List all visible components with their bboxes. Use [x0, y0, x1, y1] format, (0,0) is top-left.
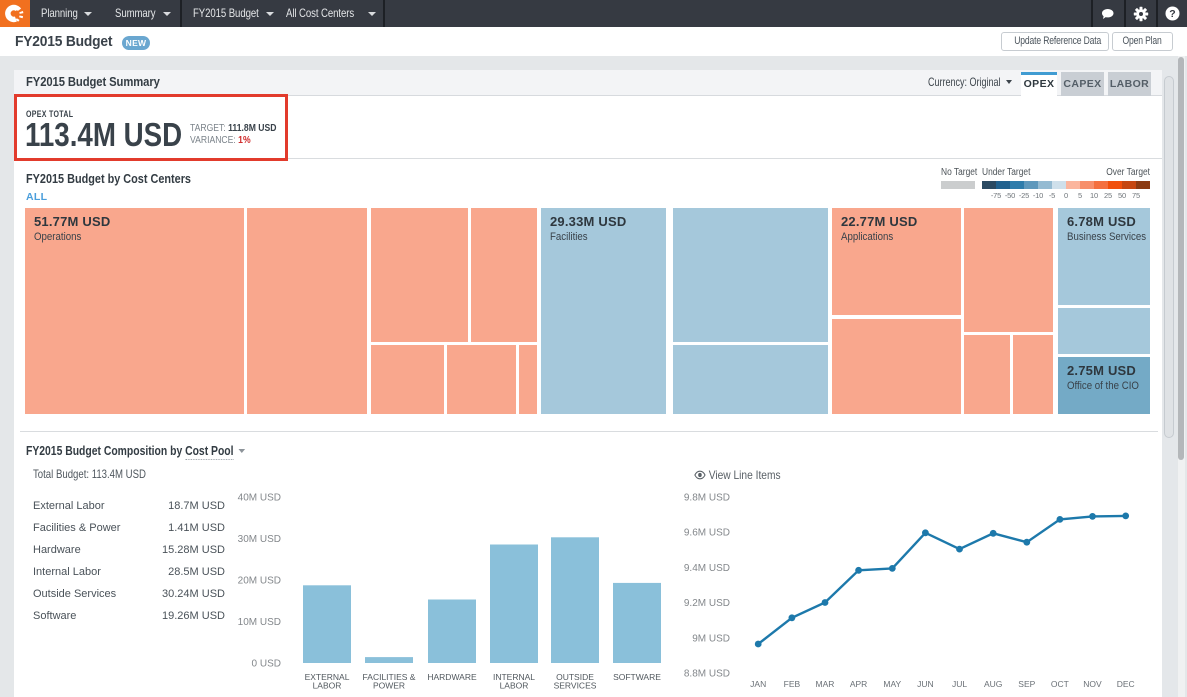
svg-text:20M USD: 20M USD	[238, 576, 281, 587]
svg-text:FACILITIES &: FACILITIES &	[363, 672, 416, 682]
svg-text:10M USD: 10M USD	[238, 617, 281, 628]
svg-text:9M USD: 9M USD	[692, 633, 730, 644]
svg-text:SEP: SEP	[1018, 679, 1035, 689]
svg-text:EXTERNAL: EXTERNAL	[305, 672, 350, 682]
svg-text:INTERNAL: INTERNAL	[493, 672, 535, 682]
svg-text:SOFTWARE: SOFTWARE	[613, 672, 661, 682]
svg-text:JUL: JUL	[952, 679, 967, 689]
svg-text:MAY: MAY	[883, 679, 901, 689]
svg-text:30M USD: 30M USD	[238, 534, 281, 545]
svg-text:OCT: OCT	[1051, 679, 1069, 689]
svg-text:0 USD: 0 USD	[252, 659, 281, 670]
svg-text:LABOR: LABOR	[500, 681, 529, 691]
svg-text:MAR: MAR	[816, 679, 835, 689]
svg-text:JUN: JUN	[917, 679, 934, 689]
svg-text:JAN: JAN	[750, 679, 766, 689]
svg-text:9.4M USD: 9.4M USD	[684, 563, 730, 574]
svg-text:40M USD: 40M USD	[238, 493, 281, 504]
svg-text:SERVICES: SERVICES	[554, 681, 597, 691]
svg-text:9.6M USD: 9.6M USD	[684, 528, 730, 539]
svg-text:9.2M USD: 9.2M USD	[684, 598, 730, 609]
svg-text:HARDWARE: HARDWARE	[427, 672, 477, 682]
svg-text:OUTSIDE: OUTSIDE	[556, 672, 594, 682]
svg-text:FEB: FEB	[784, 679, 801, 689]
svg-text:NOV: NOV	[1083, 679, 1102, 689]
svg-text:LABOR: LABOR	[313, 681, 342, 691]
svg-text:?: ?	[1169, 8, 1175, 20]
svg-text:AUG: AUG	[984, 679, 1002, 689]
svg-text:8.8M USD: 8.8M USD	[684, 669, 730, 680]
svg-text:APR: APR	[850, 679, 867, 689]
svg-text:9.8M USD: 9.8M USD	[684, 493, 730, 504]
svg-text:POWER: POWER	[373, 681, 405, 691]
svg-text:DEC: DEC	[1117, 679, 1135, 689]
